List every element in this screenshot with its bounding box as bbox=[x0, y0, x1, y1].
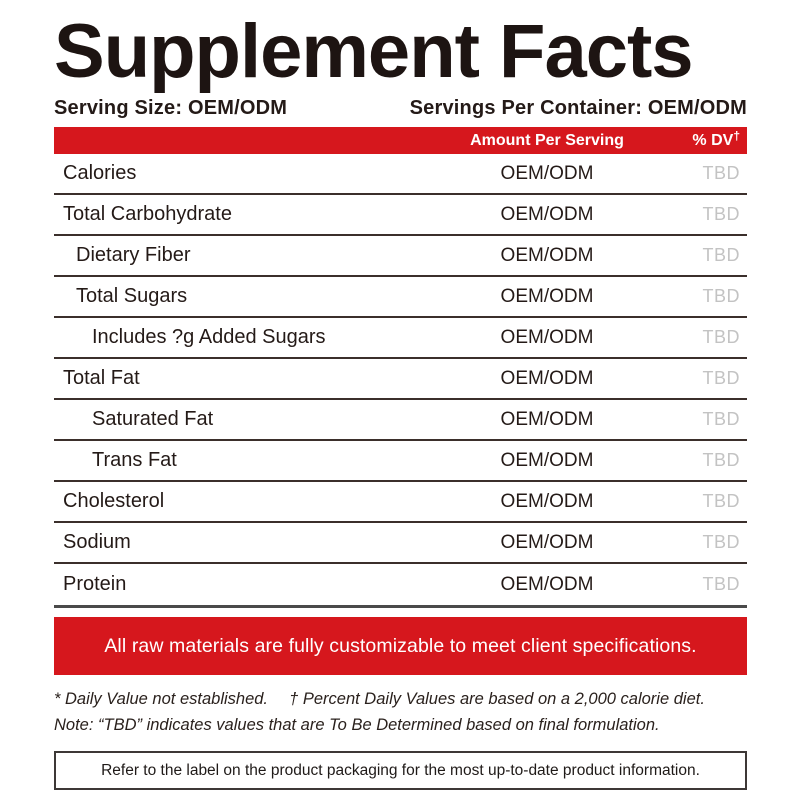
nutrient-amount: OEM/ODM bbox=[500, 285, 594, 307]
nutrient-amount: OEM/ODM bbox=[500, 531, 594, 553]
nutrient-amount: OEM/ODM bbox=[500, 449, 594, 471]
nutrient-name: Sodium bbox=[63, 531, 131, 553]
table-row: Dietary Fiber OEM/ODM TBD bbox=[54, 236, 747, 277]
table-row: Trans Fat OEM/ODM TBD bbox=[54, 441, 747, 482]
nutrient-dv: TBD bbox=[702, 409, 740, 429]
nutrient-name: Cholesterol bbox=[63, 490, 165, 512]
nutrient-amount: OEM/ODM bbox=[500, 162, 594, 184]
nutrient-dv: TBD bbox=[702, 245, 740, 265]
table-row: Calories OEM/ODM TBD bbox=[54, 154, 747, 195]
nutrient-amount: OEM/ODM bbox=[500, 490, 594, 512]
table-row: Total Sugars OEM/ODM TBD bbox=[54, 277, 747, 318]
nutrient-dv: TBD bbox=[702, 574, 740, 594]
nutrient-dv: TBD bbox=[702, 286, 740, 306]
nutrient-dv: TBD bbox=[702, 327, 740, 347]
nutrient-name: Total Sugars bbox=[76, 285, 188, 307]
page-title: Supplement Facts bbox=[54, 9, 694, 94]
nutrient-amount: OEM/ODM bbox=[500, 326, 594, 348]
table-row: Total Fat OEM/ODM TBD bbox=[54, 359, 747, 400]
nutrient-name: Saturated Fat bbox=[92, 408, 214, 430]
nutrient-name: Protein bbox=[63, 573, 127, 595]
customization-banner: All raw materials are fully customizable… bbox=[54, 617, 747, 675]
nutrient-dv: TBD bbox=[702, 368, 740, 388]
footnote-daily-value: * Daily Value not established. † Percent… bbox=[54, 690, 705, 708]
table-row: Total Carbohydrate OEM/ODM TBD bbox=[54, 195, 747, 236]
table-header-bar: Amount Per Serving % DV† bbox=[54, 127, 747, 154]
nutrient-dv: TBD bbox=[702, 532, 740, 552]
table-row: Protein OEM/ODM TBD bbox=[54, 564, 747, 605]
nutrient-amount: OEM/ODM bbox=[500, 573, 594, 595]
nutrient-table: Calories OEM/ODM TBD Total Carbohydrate … bbox=[54, 154, 747, 608]
amount-per-serving-header: Amount Per Serving bbox=[470, 131, 624, 149]
footnotes: * Daily Value not established. † Percent… bbox=[54, 686, 747, 738]
nutrient-amount: OEM/ODM bbox=[500, 203, 594, 225]
nutrient-name: Total Fat bbox=[63, 367, 140, 389]
nutrient-amount: OEM/ODM bbox=[500, 244, 594, 266]
packaging-info-box: Refer to the label on the product packag… bbox=[54, 751, 747, 790]
percent-dv-header: % DV† bbox=[692, 128, 740, 149]
nutrient-amount: OEM/ODM bbox=[500, 408, 594, 430]
serving-info: Serving Size: OEM/ODM Servings Per Conta… bbox=[54, 97, 747, 120]
nutrient-name: Dietary Fiber bbox=[76, 244, 191, 266]
nutrient-name: Total Carbohydrate bbox=[63, 203, 232, 225]
table-row: Includes ?g Added Sugars OEM/ODM TBD bbox=[54, 318, 747, 359]
nutrient-amount: OEM/ODM bbox=[500, 367, 594, 389]
nutrient-dv: TBD bbox=[702, 491, 740, 511]
servings-per-container-text: Servings Per Container: OEM/ODM bbox=[409, 97, 747, 119]
serving-size-text: Serving Size: OEM/ODM bbox=[54, 97, 288, 119]
nutrient-name: Includes ?g Added Sugars bbox=[92, 326, 326, 348]
dagger-mark: † bbox=[733, 128, 740, 143]
nutrient-dv: TBD bbox=[702, 204, 740, 224]
table-row: Cholesterol OEM/ODM TBD bbox=[54, 482, 747, 523]
nutrient-dv: TBD bbox=[702, 163, 740, 183]
table-row: Sodium OEM/ODM TBD bbox=[54, 523, 747, 564]
nutrient-name: Trans Fat bbox=[92, 449, 177, 471]
table-row: Saturated Fat OEM/ODM TBD bbox=[54, 400, 747, 441]
nutrient-name: Calories bbox=[63, 162, 137, 184]
footnote-tbd-note: Note: “TBD” indicates values that are To… bbox=[54, 716, 660, 734]
nutrient-dv: TBD bbox=[702, 450, 740, 470]
